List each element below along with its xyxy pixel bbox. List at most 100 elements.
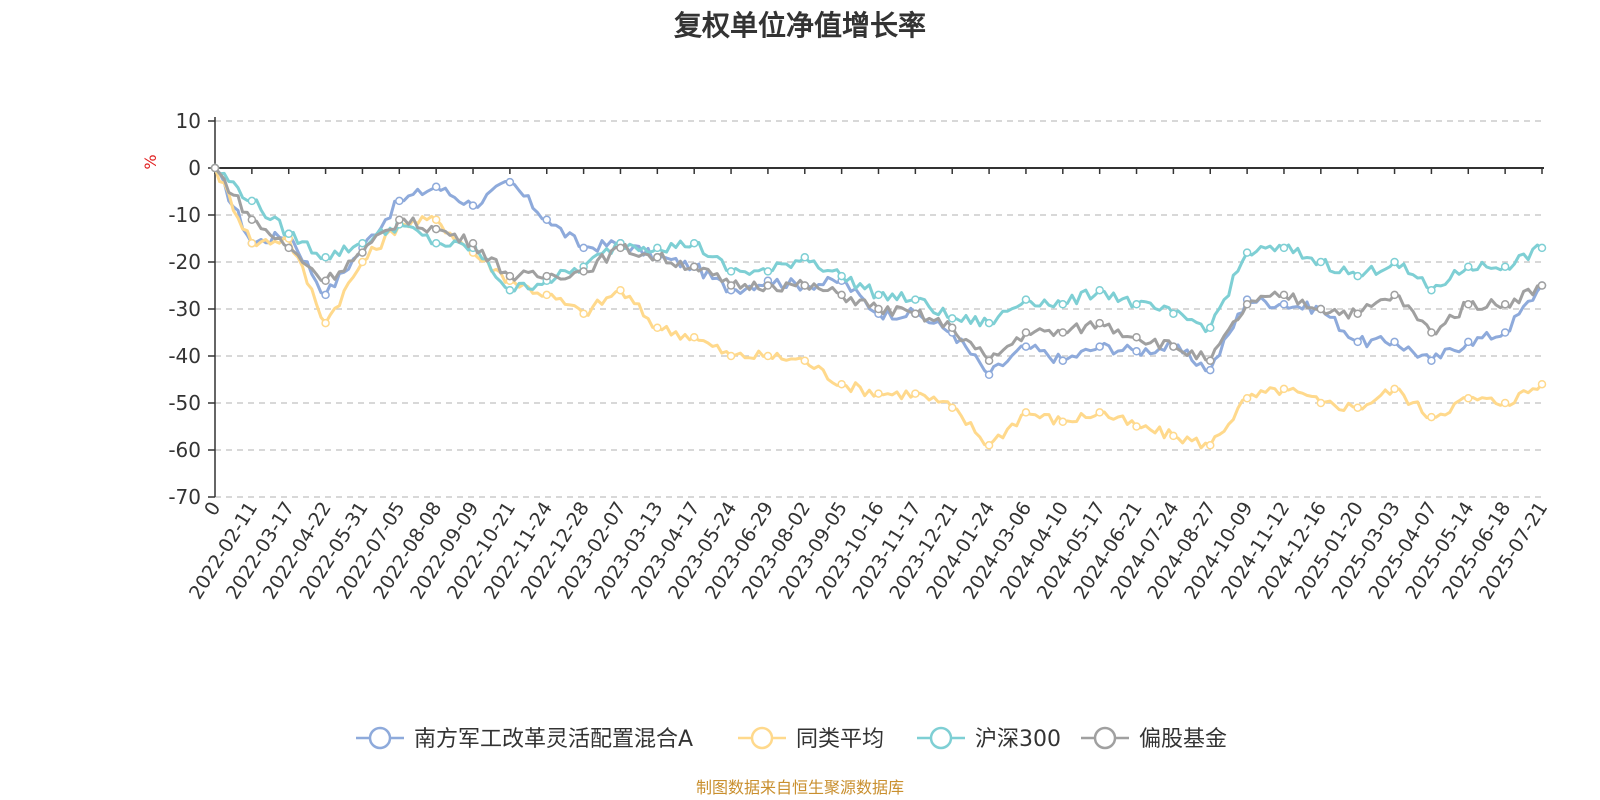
axis-layer: 100-10-20-30-40-50-60-70 02022-02-112022-… — [168, 109, 1552, 603]
data-point — [800, 281, 810, 290]
data-point — [874, 389, 883, 398]
data-point — [911, 309, 920, 318]
data-point — [984, 441, 994, 450]
data-point — [358, 257, 367, 267]
data-point — [431, 215, 441, 224]
data-point — [468, 201, 478, 210]
legend-label: 沪深300 — [975, 727, 1061, 752]
legend-item[interactable]: 同类平均 — [738, 726, 884, 752]
legend-label: 南方军工改革灵活配置混合A — [414, 727, 693, 752]
y-tick-label: 10 — [176, 109, 201, 133]
y-tick-label: -60 — [168, 438, 201, 462]
data-point — [1464, 262, 1473, 271]
series-layer — [210, 163, 1547, 450]
data-point — [800, 356, 810, 365]
data-point — [1279, 243, 1289, 253]
data-point — [947, 403, 957, 412]
data-point — [1132, 347, 1141, 356]
legend-item[interactable]: 偏股基金 — [1081, 726, 1227, 752]
data-point — [1390, 257, 1399, 267]
data-point — [653, 243, 662, 253]
y-tick-label: 0 — [188, 156, 201, 180]
legend-swatch-marker — [368, 726, 392, 750]
series-line — [213, 166, 1544, 377]
legend-item[interactable]: 沪深300 — [917, 726, 1061, 752]
data-point — [984, 318, 994, 328]
data-point — [1279, 384, 1289, 394]
y-tick-label: -50 — [168, 391, 201, 415]
data-point — [210, 163, 220, 173]
data-point — [1316, 398, 1326, 408]
data-point — [837, 271, 846, 281]
data-point — [1206, 365, 1215, 375]
data-point — [1132, 300, 1141, 309]
legend-label: 同类平均 — [796, 727, 884, 752]
grid-layer — [215, 120, 1542, 498]
y-tick-label: -30 — [168, 297, 201, 321]
data-point — [726, 281, 736, 290]
data-point — [1427, 328, 1436, 337]
legend[interactable]: 南方军工改革灵活配置混合A 同类平均 沪深300 偏股基金 — [356, 726, 1227, 752]
data-point — [1316, 304, 1326, 314]
data-point — [579, 243, 588, 253]
data-point — [1242, 394, 1252, 403]
legend-swatch-marker — [929, 726, 953, 750]
data-point — [763, 281, 773, 290]
data-point — [542, 271, 551, 281]
data-point — [1353, 271, 1362, 281]
data-point — [653, 323, 662, 333]
data-point — [1169, 309, 1178, 318]
data-point — [1095, 318, 1104, 328]
data-point — [1132, 332, 1141, 342]
legend-label: 偏股基金 — [1139, 727, 1227, 752]
data-point — [763, 267, 773, 276]
data-point — [726, 267, 736, 276]
data-point — [1095, 342, 1104, 351]
data-point — [1427, 285, 1436, 295]
data-point — [1095, 285, 1104, 295]
data-point — [579, 309, 588, 318]
data-point — [1206, 323, 1215, 333]
data-point — [689, 332, 699, 342]
legend-swatch-marker — [750, 726, 774, 750]
data-point — [358, 248, 367, 257]
chart-title: 复权单位净值增长率 — [673, 9, 926, 42]
data-point — [1353, 403, 1362, 412]
data-point — [1390, 337, 1399, 347]
data-point — [358, 238, 367, 248]
data-point — [837, 290, 846, 300]
y-tick-label: -20 — [168, 250, 201, 274]
data-point — [837, 379, 846, 389]
data-point — [1279, 300, 1289, 309]
data-point — [1279, 290, 1289, 300]
data-point — [1537, 281, 1547, 290]
data-point — [1390, 384, 1399, 394]
data-point — [874, 304, 883, 314]
y-tick-label: -70 — [168, 485, 201, 509]
data-point — [984, 370, 994, 380]
data-point — [874, 290, 883, 300]
data-point — [1353, 337, 1362, 347]
data-point — [321, 253, 330, 262]
data-point — [763, 351, 773, 361]
source-note: 制图数据来自恒生聚源数据库 — [695, 778, 904, 797]
data-point — [579, 267, 588, 276]
data-point — [1021, 342, 1031, 351]
data-point — [468, 238, 478, 248]
data-point — [1464, 394, 1473, 403]
data-point — [431, 238, 441, 248]
data-point — [505, 285, 515, 295]
data-point — [1058, 328, 1068, 337]
data-point — [431, 182, 441, 192]
data-point — [1058, 356, 1068, 365]
data-point — [247, 196, 257, 206]
data-point — [1537, 379, 1547, 389]
legend-item[interactable]: 南方军工改革灵活配置混合A — [356, 726, 693, 752]
data-point — [1058, 417, 1068, 427]
legend-swatch-marker — [1093, 726, 1117, 750]
data-point — [1058, 300, 1068, 309]
data-point — [911, 389, 920, 398]
data-point — [800, 253, 810, 262]
data-point — [1095, 408, 1104, 417]
